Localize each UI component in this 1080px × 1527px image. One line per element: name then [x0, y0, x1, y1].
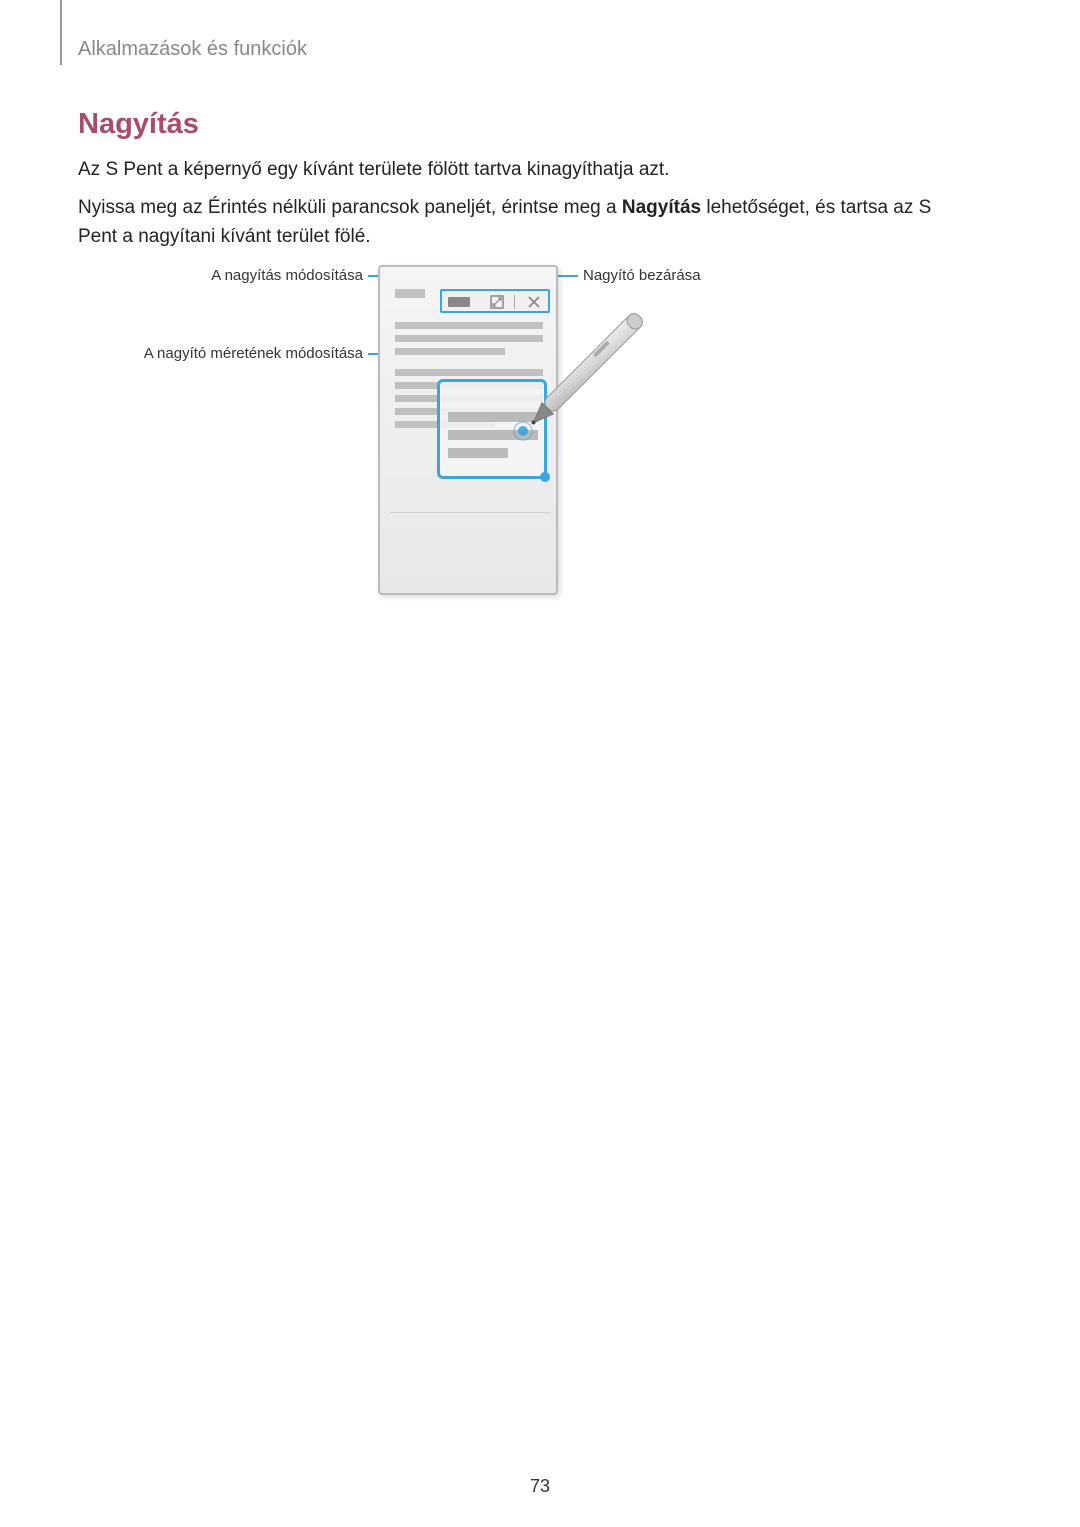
instruction-paragraph: Nyissa meg az Érintés nélküli parancsok … [78, 194, 958, 251]
magnified-content-line [448, 430, 538, 440]
header-marker [60, 0, 62, 65]
zoom-level-icon [448, 295, 472, 309]
breadcrumb: Alkalmazások és funkciók [78, 38, 307, 61]
section-title: Nagyítás [78, 108, 199, 141]
magnifier-toolbar [440, 289, 550, 313]
separator-line [390, 512, 550, 513]
toolbar-divider [514, 295, 515, 309]
callout-close-magnifier: Nagyító bezárása [583, 267, 701, 284]
magnify-diagram: A nagyítás módosítása A nagyító méreténe… [78, 255, 958, 615]
phone-screen-illustration [378, 265, 558, 595]
callout-modify-magnifier-size: A nagyító méretének módosítása [78, 345, 363, 362]
instruction-pre: Nyissa meg az Érintés nélküli parancsok … [78, 197, 622, 218]
magnified-content-line [448, 448, 508, 458]
content-line [395, 322, 543, 329]
content-line [395, 335, 543, 342]
content-line [395, 369, 543, 376]
magnifier-frame [437, 379, 547, 479]
content-line [395, 348, 505, 355]
content-line [395, 289, 425, 298]
magnifier-resize-handle [540, 472, 550, 482]
magnified-content-line [448, 412, 538, 422]
instruction-bold: Nagyítás [622, 197, 701, 218]
callout-modify-magnification: A nagyítás módosítása [78, 267, 363, 284]
resize-icon [490, 295, 504, 309]
page-number: 73 [0, 1476, 1080, 1497]
intro-paragraph: Az S Pent a képernyő egy kívánt területe… [78, 156, 669, 185]
close-icon [527, 295, 541, 309]
